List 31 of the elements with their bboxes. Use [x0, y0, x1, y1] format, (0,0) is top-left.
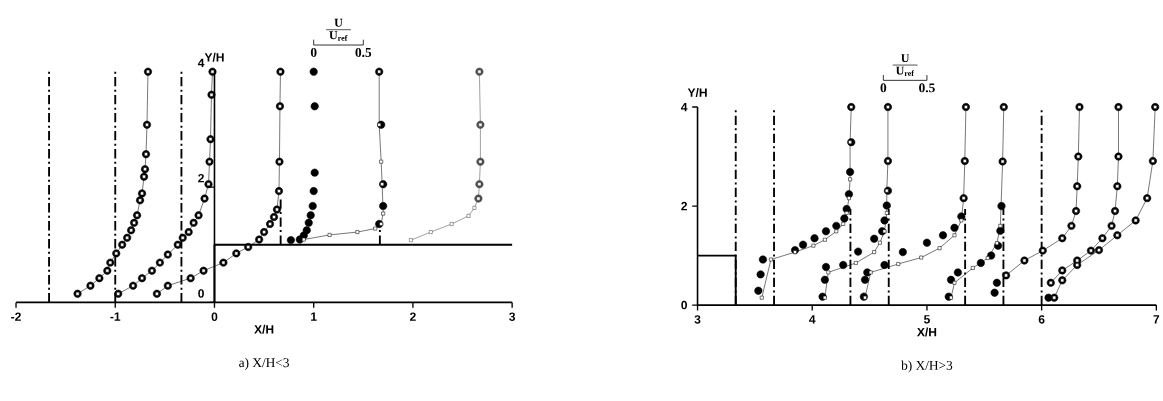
x-tick-label: 0 [211, 312, 218, 321]
y-tick-label: 4 [197, 58, 205, 67]
text: 0.5 [355, 47, 372, 57]
text: U [901, 54, 910, 63]
x-tick-label: -1 [110, 312, 121, 321]
y-tick-label: 4 [681, 102, 688, 112]
x-axis-title: X/H [254, 324, 274, 334]
x-axis-title: X/H [917, 327, 937, 337]
y-tick-label: 0 [198, 289, 204, 298]
text: 0 [880, 83, 887, 93]
x-tick-label: 3 [694, 315, 701, 324]
y-tick-label: 2 [681, 201, 688, 211]
x-tick-label: 3 [509, 312, 516, 321]
x-tick-label: 4 [809, 315, 816, 324]
x-tick-label: 2 [410, 312, 416, 321]
x-tick-label: -2 [11, 312, 21, 321]
text: 0 [310, 47, 317, 57]
y-tick-label: 0 [681, 300, 688, 310]
text: U$_{ref}$ [329, 31, 348, 41]
text: a) X/H<3 [239, 357, 289, 370]
text: U$_{ref}$ [895, 66, 915, 77]
x-tick-label: 1 [311, 312, 317, 321]
text: 0.5 [919, 83, 935, 93]
text: b) X/H>3 [901, 360, 953, 373]
y-axis-title: Y/H [204, 52, 224, 62]
x-tick-label: 5 [923, 315, 930, 324]
x-tick-label: 7 [1153, 315, 1160, 324]
x-tick-label: 6 [1038, 315, 1045, 324]
y-axis-title: Y/H [687, 88, 707, 97]
text: U [334, 18, 343, 27]
y-tick-label: 2 [198, 173, 204, 183]
